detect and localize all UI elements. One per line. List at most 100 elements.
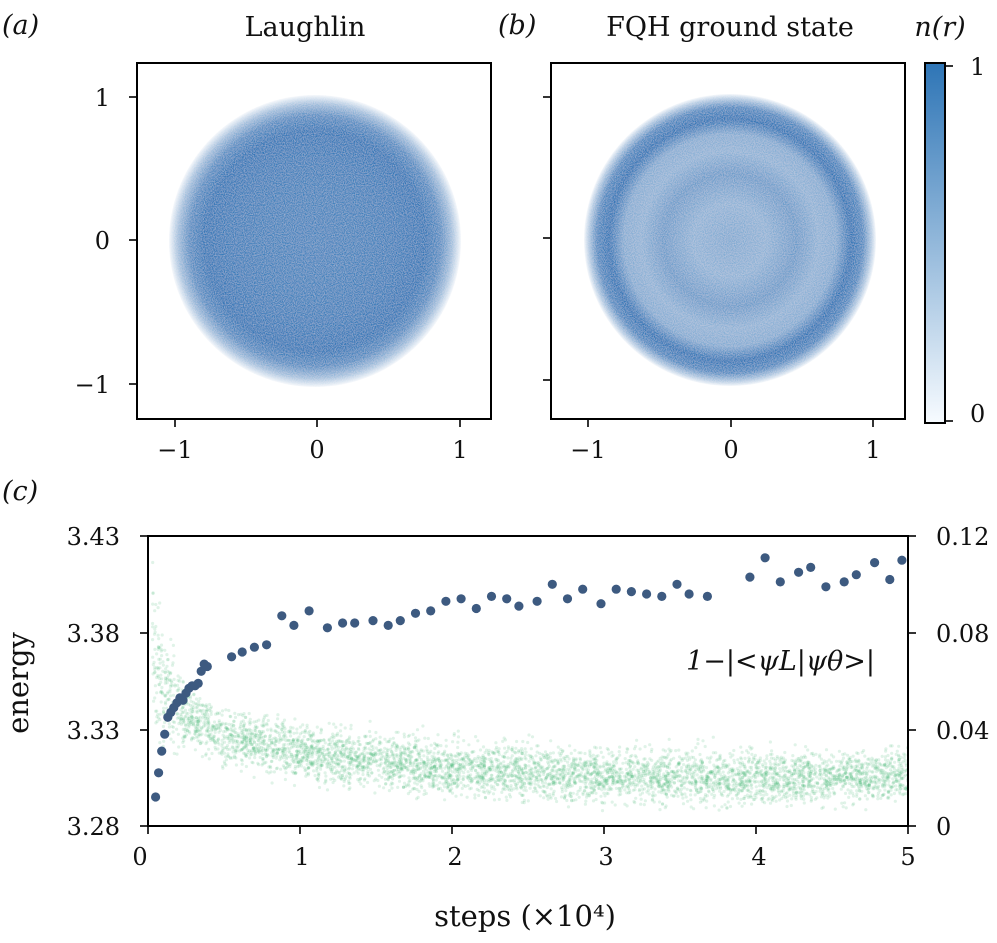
energy-point — [385, 747, 389, 751]
energy-point — [741, 796, 746, 801]
energy-point — [553, 764, 557, 768]
energy-point — [682, 781, 687, 785]
energy-point — [477, 777, 481, 781]
energy-point — [815, 786, 820, 790]
energy-point — [697, 776, 701, 780]
energy-point — [482, 764, 486, 768]
energy-point — [390, 750, 394, 754]
energy-axis-label: energy — [1, 631, 35, 733]
energy-point — [858, 773, 862, 777]
energy-point — [339, 752, 343, 756]
panel-b-title: FQH ground state — [606, 12, 854, 43]
energy-point — [823, 794, 827, 798]
energy-point — [418, 774, 422, 778]
energy-point — [156, 633, 160, 637]
energy-point — [599, 774, 603, 778]
energy-point — [205, 712, 210, 717]
energy-point — [369, 761, 373, 765]
energy-point — [762, 759, 766, 763]
energy-point — [456, 729, 460, 733]
energy-point — [653, 775, 657, 779]
energy-point — [151, 672, 155, 676]
energy-point — [625, 804, 629, 808]
energy-point — [564, 769, 568, 774]
energy-point — [548, 751, 553, 756]
energy-point — [636, 783, 640, 787]
energy-point — [335, 739, 339, 744]
energy-point — [369, 752, 373, 757]
energy-point — [384, 782, 388, 786]
energy-point — [713, 793, 717, 798]
energy-point — [504, 795, 508, 799]
energy-point — [773, 769, 777, 773]
energy-point — [742, 764, 746, 768]
energy-point — [887, 764, 891, 768]
energy-point — [809, 763, 813, 768]
energy-point — [873, 784, 877, 788]
energy-point — [368, 734, 372, 739]
energy-point — [253, 751, 257, 755]
energy-point — [340, 766, 344, 770]
energy-point — [834, 759, 839, 763]
energy-point — [181, 740, 185, 745]
energy-point — [319, 727, 323, 731]
energy-point — [357, 736, 361, 740]
energy-point — [785, 795, 789, 799]
energy-point — [677, 755, 682, 759]
energy-point — [260, 763, 264, 767]
energy-point — [163, 678, 168, 683]
energy-point — [401, 751, 405, 755]
energy-point — [637, 789, 642, 793]
energy-point — [562, 767, 566, 771]
energy-point — [238, 725, 243, 729]
energy-point — [685, 764, 689, 768]
energy-point — [617, 773, 621, 777]
energy-point — [804, 745, 808, 749]
energy-point — [200, 726, 204, 730]
energy-point — [164, 677, 168, 681]
energy-point — [597, 783, 601, 787]
energy-point — [480, 775, 484, 779]
energy-point — [496, 783, 500, 787]
energy-point — [711, 784, 715, 789]
energy-point — [555, 799, 559, 804]
energy-point — [846, 762, 850, 766]
energy-point — [478, 759, 482, 763]
energy-point — [754, 766, 758, 770]
energy-point — [341, 743, 345, 748]
energy-point — [352, 771, 356, 775]
energy-point — [651, 767, 655, 771]
energy-point — [573, 748, 577, 752]
energy-point — [236, 733, 240, 738]
energy-point — [672, 789, 677, 793]
energy-point — [450, 763, 454, 768]
energy-point — [552, 789, 556, 793]
energy-point — [560, 771, 565, 775]
energy-point — [169, 694, 173, 698]
energy-point — [845, 775, 849, 779]
energy-point — [258, 748, 262, 752]
energy-point — [308, 762, 312, 766]
energy-point — [501, 754, 505, 758]
energy-point — [481, 776, 485, 780]
energy-point — [473, 796, 477, 800]
energy-point — [675, 787, 679, 791]
energy-point — [343, 748, 347, 752]
energy-point — [157, 683, 161, 687]
energy-point — [642, 764, 646, 768]
energy-point — [481, 763, 485, 767]
panel-a-y-ticks: 1 0 −1 — [75, 84, 137, 399]
energy-point — [837, 769, 841, 773]
energy-point — [194, 706, 198, 710]
energy-point — [809, 795, 813, 799]
energy-point — [841, 752, 845, 757]
energy-point — [335, 769, 339, 773]
energy-point — [428, 784, 432, 788]
energy-point — [513, 767, 518, 771]
energy-point — [232, 747, 236, 751]
energy-point — [620, 779, 624, 784]
energy-point — [320, 763, 324, 768]
panel-a: (a) Laughlin −1 0 1 1 0 −1 — [2, 10, 492, 464]
energy-point — [871, 795, 875, 799]
energy-point — [767, 771, 771, 776]
